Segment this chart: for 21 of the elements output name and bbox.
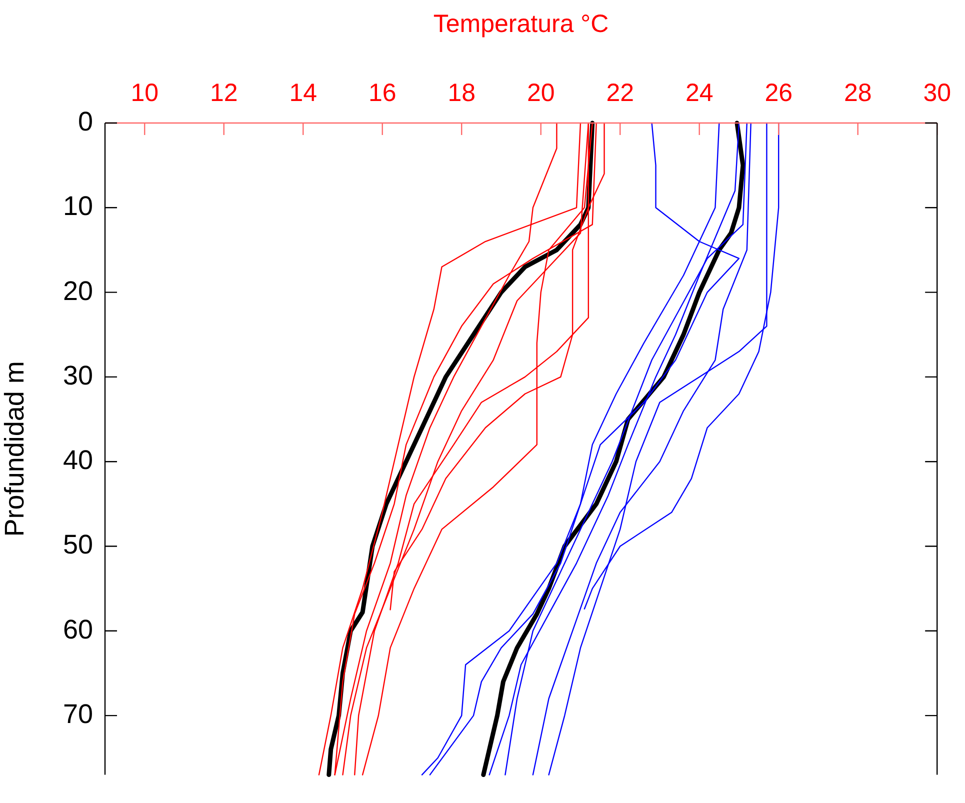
y-axis-title: Profundidad m [0,361,30,537]
x-tick-label: 28 [844,78,872,107]
y-tick-label: 60 [62,614,93,644]
y-tick-label: 70 [62,699,93,729]
y-tick-label: 0 [78,106,93,136]
x-tick-label: 18 [448,78,476,107]
x-tick-label: 22 [606,78,634,107]
x-tick-label: 26 [764,78,793,107]
x-tick-label: 14 [289,78,318,107]
x-tick-label: 20 [526,78,555,107]
x-tick-label: 30 [923,78,951,107]
y-tick-label: 50 [62,530,93,560]
y-tick-label: 10 [62,191,93,222]
y-tick-label: 30 [62,360,93,390]
y-tick-label: 40 [62,445,93,476]
x-tick-label: 24 [685,78,714,107]
x-axis-title: Temperatura °C [433,10,609,38]
x-tick-label: 16 [368,78,396,107]
x-tick-label: 12 [210,78,238,107]
x-tick-label: 10 [130,78,159,107]
y-tick-label: 20 [62,276,93,306]
